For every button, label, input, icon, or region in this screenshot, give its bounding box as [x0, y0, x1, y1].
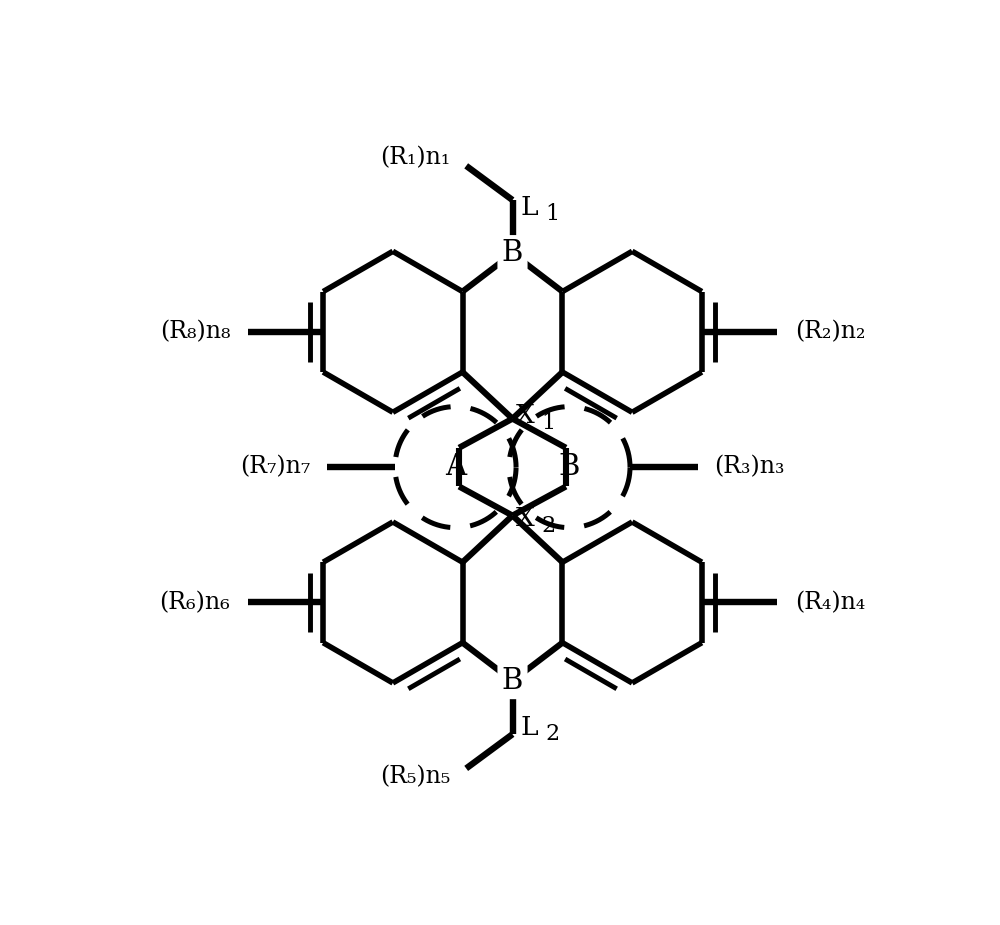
Text: X: X — [516, 403, 535, 428]
Text: 1: 1 — [541, 412, 555, 434]
Text: (R₁)n₁: (R₁)n₁ — [380, 146, 450, 168]
Text: (R₈)n₈: (R₈)n₈ — [160, 320, 230, 343]
Text: (R₄)n₄: (R₄)n₄ — [795, 591, 865, 614]
Text: (R₇)n₇: (R₇)n₇ — [240, 456, 310, 478]
Text: (R₅)n₅: (R₅)n₅ — [380, 766, 450, 788]
Text: B: B — [502, 667, 523, 695]
Text: (R₃)n₃: (R₃)n₃ — [714, 456, 785, 478]
Text: X: X — [516, 506, 535, 531]
Text: 2: 2 — [541, 514, 555, 536]
Text: 1: 1 — [545, 204, 559, 226]
Text: 2: 2 — [545, 723, 559, 746]
Text: B: B — [559, 453, 580, 481]
Text: A: A — [445, 453, 466, 481]
Text: L: L — [521, 194, 538, 219]
Text: (R₂)n₂: (R₂)n₂ — [795, 320, 865, 343]
Text: B: B — [502, 240, 523, 267]
Text: (R₆)n₆: (R₆)n₆ — [160, 591, 230, 614]
Text: L: L — [521, 715, 538, 740]
